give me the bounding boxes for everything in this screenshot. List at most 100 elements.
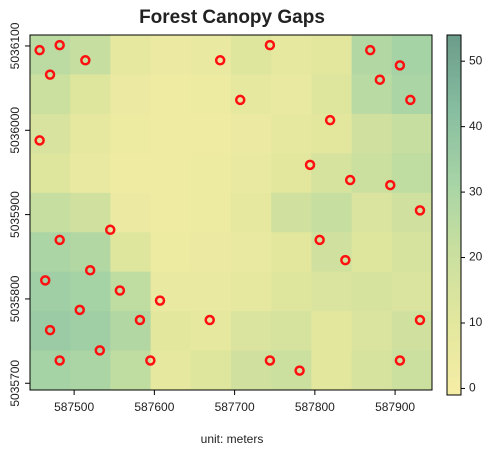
raster-cell: [271, 350, 312, 391]
raster-cell: [391, 153, 433, 194]
colorbar-segment: [447, 155, 461, 162]
colorbar-segment: [447, 317, 461, 324]
y-tick-label: 5035900: [8, 191, 22, 238]
colorbar-segment: [447, 161, 461, 168]
raster-cell: [30, 192, 71, 233]
canopy-gap: [44, 69, 56, 80]
raster-cell: [70, 350, 111, 391]
colorbar-segment: [447, 305, 461, 312]
canopy-gap: [344, 174, 356, 186]
canopy-gap: [294, 365, 305, 376]
canopy-gap: [154, 295, 166, 306]
raster-cell: [311, 271, 353, 312]
raster-cell: [351, 311, 393, 352]
colorbar-segment: [447, 191, 461, 198]
raster-cell: [110, 35, 152, 75]
colorbar-segment: [447, 353, 461, 360]
colorbar-segment: [447, 173, 461, 180]
canopy-gap: [394, 355, 406, 366]
raster-cell: [271, 113, 312, 154]
raster-cell: [231, 271, 272, 312]
canopy-gap: [264, 355, 276, 366]
colorbar-segment: [447, 299, 461, 306]
raster-cell: [271, 232, 312, 273]
x-tick-label: 587500: [54, 400, 94, 414]
canopy-gap: [74, 304, 85, 316]
colorbar-segment: [447, 383, 461, 390]
colorbar-segment: [447, 41, 461, 48]
y-tick-label: 5036000: [8, 107, 22, 154]
raster-cell: [351, 113, 393, 154]
colorbar-tick-label: 20: [469, 250, 483, 264]
colorbar-segment: [447, 329, 461, 336]
raster-cell: [351, 74, 393, 115]
raster-cell: [391, 311, 433, 352]
raster-cell: [231, 74, 272, 115]
raster-cell: [231, 35, 272, 75]
raster-cell: [351, 350, 393, 391]
canopy-gap: [94, 345, 106, 356]
raster-cell: [391, 113, 433, 154]
x-tick-label: 587600: [134, 400, 174, 414]
raster-cell: [190, 113, 232, 154]
canopy-gap: [204, 314, 215, 326]
raster-cell: [150, 35, 192, 75]
raster-cell: [311, 350, 353, 391]
colorbar-segment: [447, 335, 461, 342]
colorbar-segment: [447, 275, 461, 282]
colorbar-segment: [447, 371, 461, 378]
raster-cell: [30, 350, 71, 391]
canopy-gap: [374, 74, 386, 85]
colorbar-segment: [447, 125, 461, 132]
colorbar-segment: [447, 269, 461, 276]
raster-cell: [70, 113, 111, 154]
raster-cell: [190, 153, 232, 194]
colorbar-tick-label: 10: [469, 315, 483, 329]
colorbar-segment: [447, 89, 461, 96]
raster-cell: [150, 232, 192, 273]
raster-cell: [190, 311, 232, 352]
canopy-gap: [264, 39, 276, 51]
colorbar-segment: [447, 131, 461, 138]
raster-cell: [391, 271, 433, 312]
raster-cell: [110, 153, 152, 194]
colorbar-segment: [447, 95, 461, 102]
canopy-gap: [54, 234, 65, 246]
canopy-gap: [214, 55, 226, 66]
canopy-gap: [34, 135, 45, 146]
raster-cell: [150, 192, 192, 233]
y-tick-label: 5036100: [8, 22, 22, 69]
raster-cell: [231, 232, 272, 273]
colorbar-segment: [447, 137, 461, 144]
raster-cell: [190, 350, 232, 391]
colorbar-segment: [447, 227, 461, 234]
colorbar-segment: [447, 341, 461, 348]
colorbar-segment: [447, 167, 461, 174]
colorbar-segment: [447, 233, 461, 240]
x-tick-label: 587900: [375, 400, 415, 414]
canopy-gap: [314, 234, 325, 246]
raster-cell: [351, 271, 393, 312]
raster-cell: [391, 74, 433, 115]
raster-cell: [190, 232, 232, 273]
colorbar-segment: [447, 251, 461, 258]
canopy-gap: [405, 94, 416, 106]
y-tick-label: 5035800: [8, 275, 22, 322]
raster-cell: [70, 74, 111, 115]
canopy-gap: [54, 39, 65, 51]
canopy-gap: [54, 355, 65, 366]
colorbar-tick-label: 30: [469, 184, 483, 198]
canopy-gap: [394, 60, 406, 71]
raster-cell: [30, 74, 71, 115]
canopy-gap: [44, 324, 56, 336]
raster-cell: [351, 192, 393, 233]
colorbar-segment: [447, 359, 461, 366]
raster: [30, 35, 433, 391]
canopy-gap: [134, 314, 146, 326]
raster-cell: [231, 153, 272, 194]
colorbar-segment: [447, 257, 461, 264]
canopy-gap: [104, 224, 116, 236]
canopy-gap: [414, 314, 426, 326]
canopy-gap: [324, 114, 336, 126]
